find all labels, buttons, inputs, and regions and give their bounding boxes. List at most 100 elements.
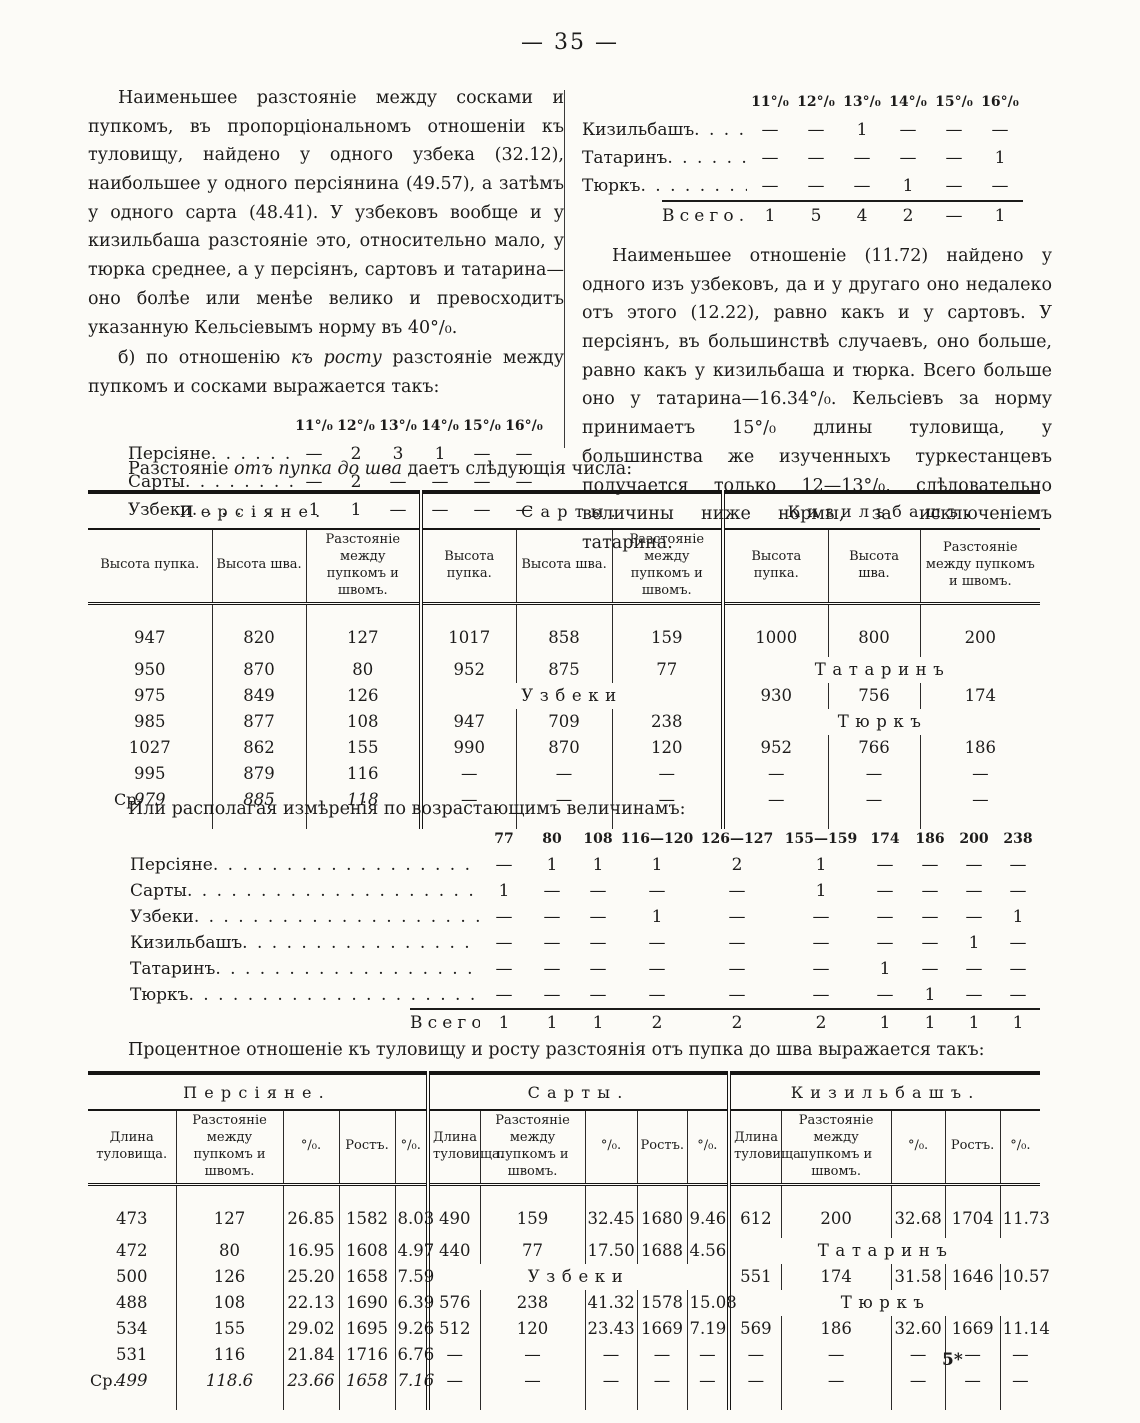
- left-column: Наименьшее разстояніе между сосками и пу…: [88, 84, 564, 524]
- table-cell: —: [999, 1341, 1041, 1368]
- table-cell: —: [419, 760, 517, 787]
- value-cell: —: [728, 933, 746, 953]
- rule-extension: [479, 1393, 586, 1410]
- ethnic-span-label: Узбеки: [426, 1263, 730, 1290]
- table-cell: 1578: [636, 1289, 688, 1316]
- value-cell: 1: [498, 881, 510, 901]
- table-cell: 116: [305, 760, 422, 787]
- row-label: Персіяне: [128, 443, 211, 464]
- table-cell: 22.13: [282, 1289, 339, 1316]
- column-header: 14°/₀: [889, 94, 927, 110]
- table-cell: 1704: [944, 1184, 1001, 1238]
- table-cell: 127: [175, 1184, 283, 1238]
- column-header: 13°/₀: [379, 417, 417, 434]
- table-cell: 569: [727, 1315, 782, 1342]
- table-cell: 990: [419, 734, 517, 761]
- total-value-cell: 1: [996, 1008, 1040, 1036]
- table-cell: 200: [919, 603, 1041, 657]
- table-cell: 995: [134, 764, 166, 784]
- italic-phrase: отъ пупка до шва: [234, 459, 402, 479]
- column-header: 126—127: [700, 831, 774, 847]
- paragraph-1: Наименьшее разстояніе между сосками и пу…: [88, 88, 564, 338]
- table-cell: 126: [305, 682, 422, 709]
- table-cell: —: [890, 1367, 946, 1394]
- table-cell: 952: [721, 734, 829, 761]
- table-cell: 1669: [944, 1315, 1001, 1342]
- value-cell: —: [589, 907, 607, 927]
- ethnic-span-label: Татаринъ: [721, 656, 1041, 683]
- column-header: 238: [1003, 831, 1033, 847]
- ascending-values-table: 77 80 108 116—120 126—127 155—159 174 186 200 238…: [88, 826, 1040, 1036]
- text-segment: даетъ слѣдующія числа:: [401, 459, 633, 479]
- table-cell: 1716: [338, 1341, 395, 1368]
- table-cell: 870: [515, 734, 613, 761]
- table-cell: 238: [479, 1289, 586, 1316]
- value-cell: —: [921, 959, 939, 979]
- value-cell: —: [876, 855, 894, 875]
- upper-right-frequency-table: 11°/₀ 12°/₀ 13°/₀ 14°/₀ 15°/₀ 16°/₀ Кизильбашъ…: [582, 88, 1023, 230]
- value-cell: 2: [731, 855, 743, 875]
- table-cell: —: [636, 1367, 688, 1394]
- value-cell: —: [921, 907, 939, 927]
- row-label: Татаринъ: [130, 959, 216, 979]
- value-cell: —: [589, 881, 607, 901]
- column-header: 12°/₀: [797, 94, 835, 110]
- rule-extension: [394, 1393, 429, 1410]
- table-cell: —: [479, 1367, 586, 1394]
- table-cell: 1669: [636, 1315, 688, 1342]
- value-cell: 1: [592, 855, 604, 875]
- table-cell: 576: [426, 1289, 481, 1316]
- table-cell: —: [727, 1341, 782, 1368]
- table-cell: 1000: [721, 603, 829, 657]
- column-header: °/₀.: [394, 1110, 429, 1186]
- table-cell: 1688: [636, 1237, 688, 1264]
- row-label: Сарты: [130, 881, 187, 901]
- group-title: Персіяне.: [88, 1073, 429, 1111]
- table-cell: 16.95: [282, 1237, 339, 1264]
- table-cell: 32.60: [890, 1315, 946, 1342]
- heading-percent: Процентное отношеніе къ туловищу и росту…: [128, 1040, 985, 1060]
- table-cell: 77: [611, 656, 724, 683]
- total-value-cell: 2: [885, 200, 931, 230]
- column-header: °/₀.: [999, 1110, 1041, 1186]
- rule-extension: [305, 812, 422, 829]
- column-header: Ростъ.: [636, 1110, 688, 1186]
- value-cell: —: [589, 985, 607, 1005]
- table-cell: 952: [419, 656, 517, 683]
- total-label: Всего: [410, 1013, 480, 1033]
- rule-extension: [636, 1393, 688, 1410]
- table-cell: —: [721, 786, 829, 813]
- table-cell: 531: [116, 1345, 148, 1365]
- table-cell: 473: [116, 1209, 148, 1229]
- table-cell: 985: [134, 712, 166, 732]
- dot-leader: [739, 206, 747, 226]
- group-title: Кизильбашъ.: [721, 492, 1041, 530]
- table-cell: —: [721, 760, 829, 787]
- value-cell: —: [543, 933, 561, 953]
- row-label-cell: Сарты: [128, 468, 293, 496]
- value-cell: —: [495, 933, 513, 953]
- value-cell: —: [728, 959, 746, 979]
- value-cell: —: [495, 907, 513, 927]
- rule-extension: [211, 812, 306, 829]
- value-cell: —: [899, 148, 917, 168]
- value-cell: 1: [434, 443, 446, 464]
- row-label: Тюркъ: [582, 176, 641, 196]
- table-cell: —: [584, 1367, 638, 1394]
- table-cell: 862: [211, 734, 306, 761]
- table-cell: 1646: [944, 1263, 1001, 1290]
- row-label-cell: Персіяне: [128, 440, 293, 468]
- value-cell: —: [945, 120, 963, 140]
- row-label-cell: Кизильбашъ: [88, 930, 480, 956]
- total-value-cell: 2: [780, 1008, 862, 1036]
- value-cell: —: [876, 933, 894, 953]
- table-cell: 7.59: [394, 1263, 434, 1290]
- row-label-cell: Татаринъ: [582, 144, 747, 172]
- value-cell: —: [965, 907, 983, 927]
- table-cell: 975: [134, 686, 166, 706]
- value-cell: —: [1009, 959, 1027, 979]
- table-cell: 41.32: [584, 1289, 638, 1316]
- column-header: Высота шва.: [515, 529, 613, 605]
- total-value-cell: 1: [977, 200, 1023, 230]
- value-cell: —: [807, 120, 825, 140]
